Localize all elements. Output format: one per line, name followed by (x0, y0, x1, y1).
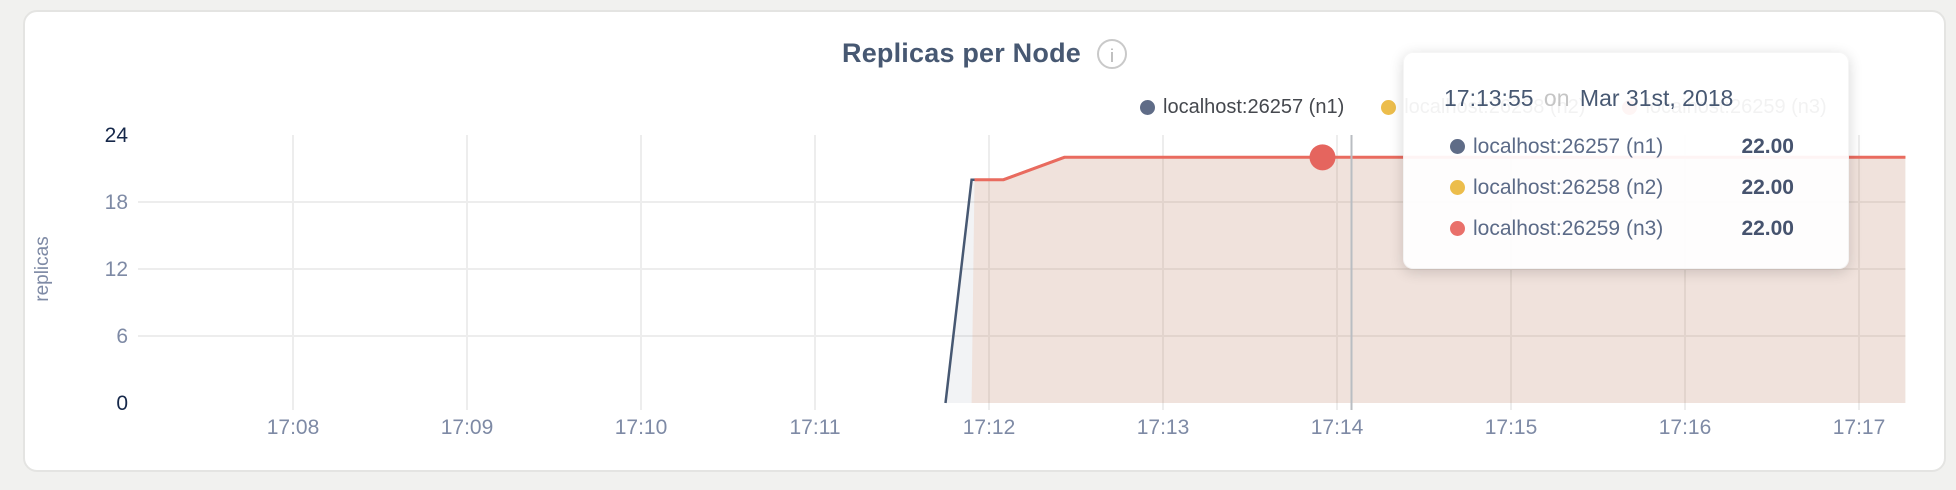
tooltip-value-n3: 22.00 (1741, 216, 1794, 240)
tooltip-time: 17:13:55 (1444, 85, 1534, 111)
y-tick-label: 6 (116, 325, 128, 348)
tooltip-connector: on (1543, 85, 1570, 111)
x-tick-label: 17:09 (441, 416, 494, 439)
x-tick-label: 17:16 (1659, 416, 1712, 439)
legend-item-n1[interactable]: localhost:26257 (n1) (1140, 96, 1344, 119)
hover-tooltip: 17:13:55 on Mar 31st, 2018 localhost:262… (1403, 52, 1849, 269)
tooltip-row-n1: localhost:26257 (n1) 22.00 (1404, 126, 1848, 167)
y-tick-label: 18 (105, 191, 128, 214)
tooltip-rows: localhost:26257 (n1) 22.00 localhost:262… (1404, 126, 1848, 249)
legend-label-n1: localhost:26257 (n1) (1163, 96, 1345, 118)
legend-dot-n1-icon (1140, 100, 1155, 115)
tooltip-label-n2: localhost:26258 (n2) (1473, 175, 1664, 199)
y-tick-label: 24 (105, 124, 129, 147)
tooltip-label-n1: localhost:26257 (n1) (1473, 134, 1664, 158)
chart-header: Replicas per Node i (23, 38, 1946, 69)
tooltip-value-n2: 22.00 (1741, 175, 1794, 199)
tooltip-row-n2: localhost:26258 (n2) 22.00 (1404, 167, 1848, 208)
tooltip-row-n3: localhost:26259 (n3) 22.00 (1404, 208, 1848, 249)
chart-title: Replicas per Node (842, 38, 1081, 68)
highlight-point[interactable] (1309, 144, 1336, 171)
tooltip-dot-n2-icon (1450, 180, 1465, 195)
tooltip-dot-n3-icon (1450, 221, 1465, 236)
x-tick-label: 17:10 (615, 416, 668, 439)
x-tick-label: 17:12 (963, 416, 1016, 439)
tooltip-value-n1: 22.00 (1741, 134, 1794, 158)
tooltip-dot-n1-icon (1450, 139, 1465, 154)
x-tick-label: 17:17 (1833, 416, 1886, 439)
x-tick-label: 17:15 (1485, 416, 1538, 439)
info-icon[interactable]: i (1096, 38, 1127, 69)
x-tick-label: 17:13 (1137, 416, 1190, 439)
y-axis-title: replicas (32, 236, 53, 301)
tooltip-title: 17:13:55 on Mar 31st, 2018 (1444, 85, 1828, 112)
y-tick-label: 12 (105, 258, 128, 281)
tooltip-label-n3: localhost:26259 (n3) (1473, 216, 1664, 240)
y-tick-label: 0 (116, 392, 128, 415)
x-tick-label: 17:14 (1311, 416, 1364, 439)
x-tick-label: 17:11 (790, 416, 841, 439)
tooltip-date: Mar 31st, 2018 (1579, 85, 1734, 111)
x-tick-label: 17:08 (267, 416, 320, 439)
legend-dot-n2-icon (1381, 100, 1397, 115)
